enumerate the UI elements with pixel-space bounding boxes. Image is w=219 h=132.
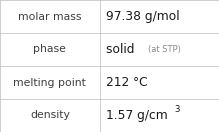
Text: phase: phase <box>33 44 66 55</box>
Text: density: density <box>30 110 70 121</box>
Text: molar mass: molar mass <box>18 11 81 22</box>
Text: 212 °C: 212 °C <box>106 76 148 89</box>
Text: solid: solid <box>106 43 143 56</box>
Text: melting point: melting point <box>13 77 86 88</box>
Text: (at STP): (at STP) <box>148 45 181 54</box>
Text: 3: 3 <box>174 105 180 114</box>
Text: 97.38 g/mol: 97.38 g/mol <box>106 10 180 23</box>
Text: 1.57 g/cm: 1.57 g/cm <box>106 109 168 122</box>
